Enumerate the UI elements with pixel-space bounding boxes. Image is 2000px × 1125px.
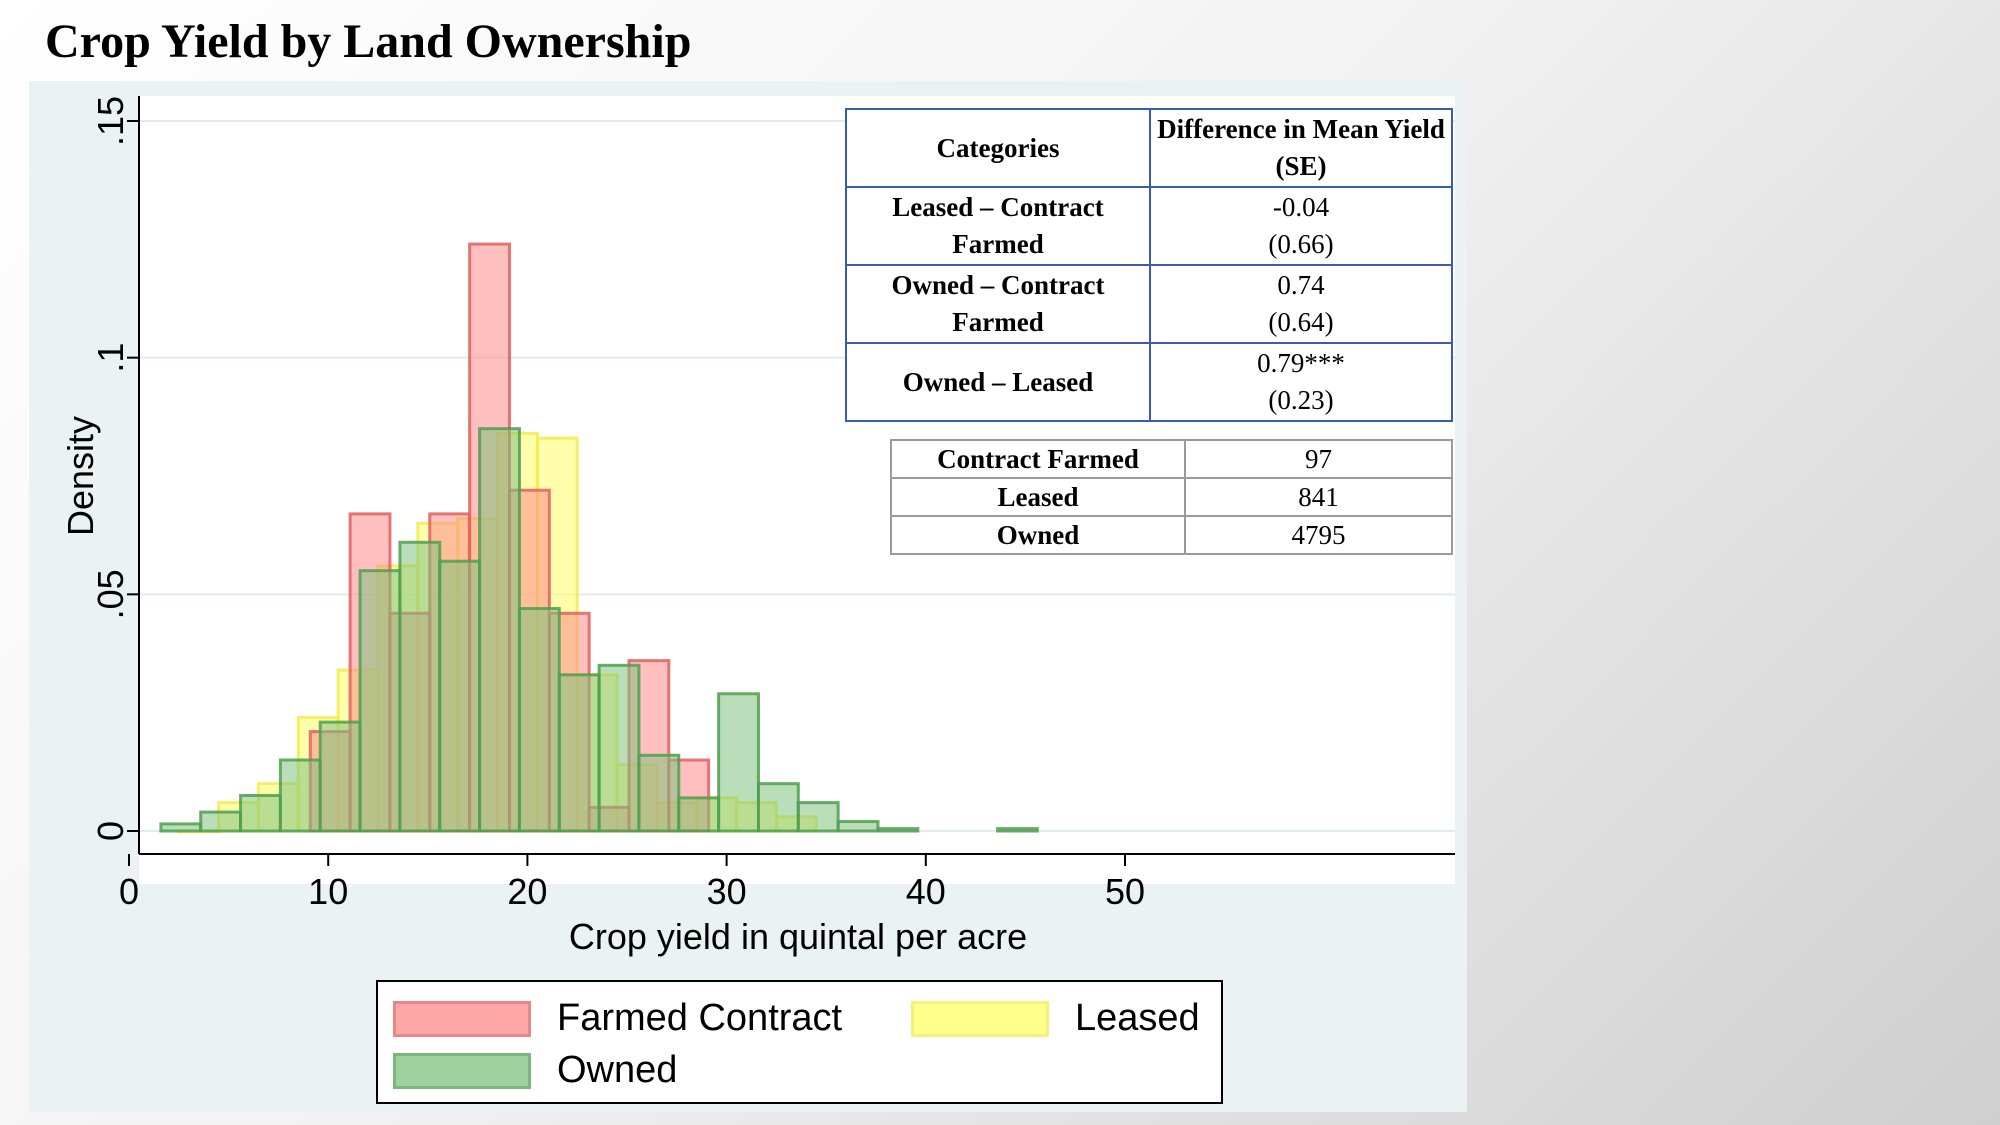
chart-panel: 0 .05 .1 .15 0 10 20 30 40 50 Crop yield in quint… — [29, 81, 1467, 1112]
histogram-bar — [637, 753, 681, 833]
y-tick-label: .05 — [90, 569, 131, 619]
histogram-bar — [876, 827, 920, 833]
standard-error: (0.64) — [1268, 307, 1334, 337]
row-value: -0.04 (0.66) — [1149, 186, 1453, 266]
table-row: Owned 4795 — [890, 515, 1453, 555]
count-label: Owned — [890, 515, 1186, 555]
count-value: 4795 — [1184, 515, 1453, 555]
histogram-bar — [318, 720, 362, 833]
legend-label: Leased — [1075, 997, 1200, 1039]
count-table: Contract Farmed 97 Leased 841 Owned 4795 — [890, 439, 1453, 555]
header-difference: Difference in Mean Yield (SE) — [1149, 108, 1453, 188]
y-tick-label: 0 — [90, 821, 131, 841]
histogram-bar — [677, 796, 721, 833]
histogram-bar — [717, 692, 760, 833]
legend-item-farmed-contract: Farmed Contract — [393, 997, 842, 1040]
x-tick-label: 0 — [119, 871, 139, 912]
count-value: 97 — [1184, 439, 1453, 479]
y-tick-label: .15 — [90, 96, 131, 146]
row-value: 0.79*** (0.23) — [1149, 342, 1453, 422]
legend-swatch — [393, 1052, 531, 1089]
difference-table-header: Categories Difference in Mean Yield (SE) — [845, 108, 1453, 188]
count-value: 841 — [1184, 477, 1453, 517]
table-row: Leased – Contract Farmed -0.04 (0.66) — [845, 186, 1453, 266]
row-category: Owned – Leased — [845, 342, 1151, 422]
legend-item-leased: Leased — [911, 997, 1200, 1040]
histogram-bar — [796, 801, 840, 833]
histogram-bar — [278, 758, 322, 833]
x-tick-label: 50 — [1105, 871, 1145, 912]
histogram-bar — [159, 822, 203, 833]
histogram-bars — [159, 242, 1039, 834]
page-title: Crop Yield by Land Ownership — [45, 15, 692, 68]
histogram-bar — [478, 427, 521, 833]
difference-value: -0.04 — [1272, 192, 1330, 222]
legend-label: Farmed Contract — [557, 997, 843, 1039]
table-row: Owned – Contract Farmed 0.74 (0.64) — [845, 264, 1453, 344]
count-label: Contract Farmed — [890, 439, 1186, 479]
legend-swatch — [911, 1000, 1049, 1037]
histogram-bar — [517, 607, 561, 833]
y-tick-label: .1 — [90, 343, 131, 373]
count-label: Leased — [890, 477, 1186, 517]
x-tick-label: 20 — [507, 871, 547, 912]
x-tick-label: 40 — [906, 871, 946, 912]
row-value: 0.74 (0.64) — [1149, 264, 1453, 344]
histogram-bar — [557, 673, 601, 833]
table-row: Leased 841 — [890, 477, 1453, 517]
difference-table: Categories Difference in Mean Yield (SE)… — [845, 108, 1453, 422]
row-category: Leased – Contract Farmed — [845, 186, 1151, 266]
legend-label: Owned — [557, 1049, 678, 1091]
difference-value: 0.74 — [1277, 270, 1325, 300]
legend-swatch — [393, 1000, 531, 1037]
x-tick-label: 10 — [308, 871, 348, 912]
chart-legend: Farmed Contract Leased Owned — [376, 980, 1223, 1104]
histogram-bar — [756, 782, 800, 833]
histogram-bar — [199, 810, 243, 833]
histogram-bar — [996, 827, 1039, 833]
header-categories: Categories — [845, 108, 1151, 188]
histogram-bar — [398, 540, 442, 833]
table-row: Owned – Leased 0.79*** (0.23) — [845, 342, 1453, 422]
histogram-bar — [597, 663, 641, 833]
x-tick-label: 30 — [707, 871, 747, 912]
table-row: Contract Farmed 97 — [890, 439, 1453, 479]
difference-value: 0.79*** — [1257, 348, 1345, 378]
x-axis-label: Crop yield in quintal per acre — [569, 916, 1027, 957]
axes: 0 .05 .1 .15 0 10 20 30 40 50 — [90, 96, 1455, 912]
legend-item-owned: Owned — [393, 1049, 677, 1092]
standard-error: (0.66) — [1268, 229, 1334, 259]
histogram-bar — [239, 794, 282, 833]
histogram-bar — [438, 559, 482, 833]
standard-error: (0.23) — [1268, 385, 1334, 415]
row-category: Owned – Contract Farmed — [845, 264, 1151, 344]
histogram-bar — [358, 569, 402, 833]
histogram-bar — [836, 820, 880, 833]
y-axis-label: Density — [60, 416, 101, 536]
